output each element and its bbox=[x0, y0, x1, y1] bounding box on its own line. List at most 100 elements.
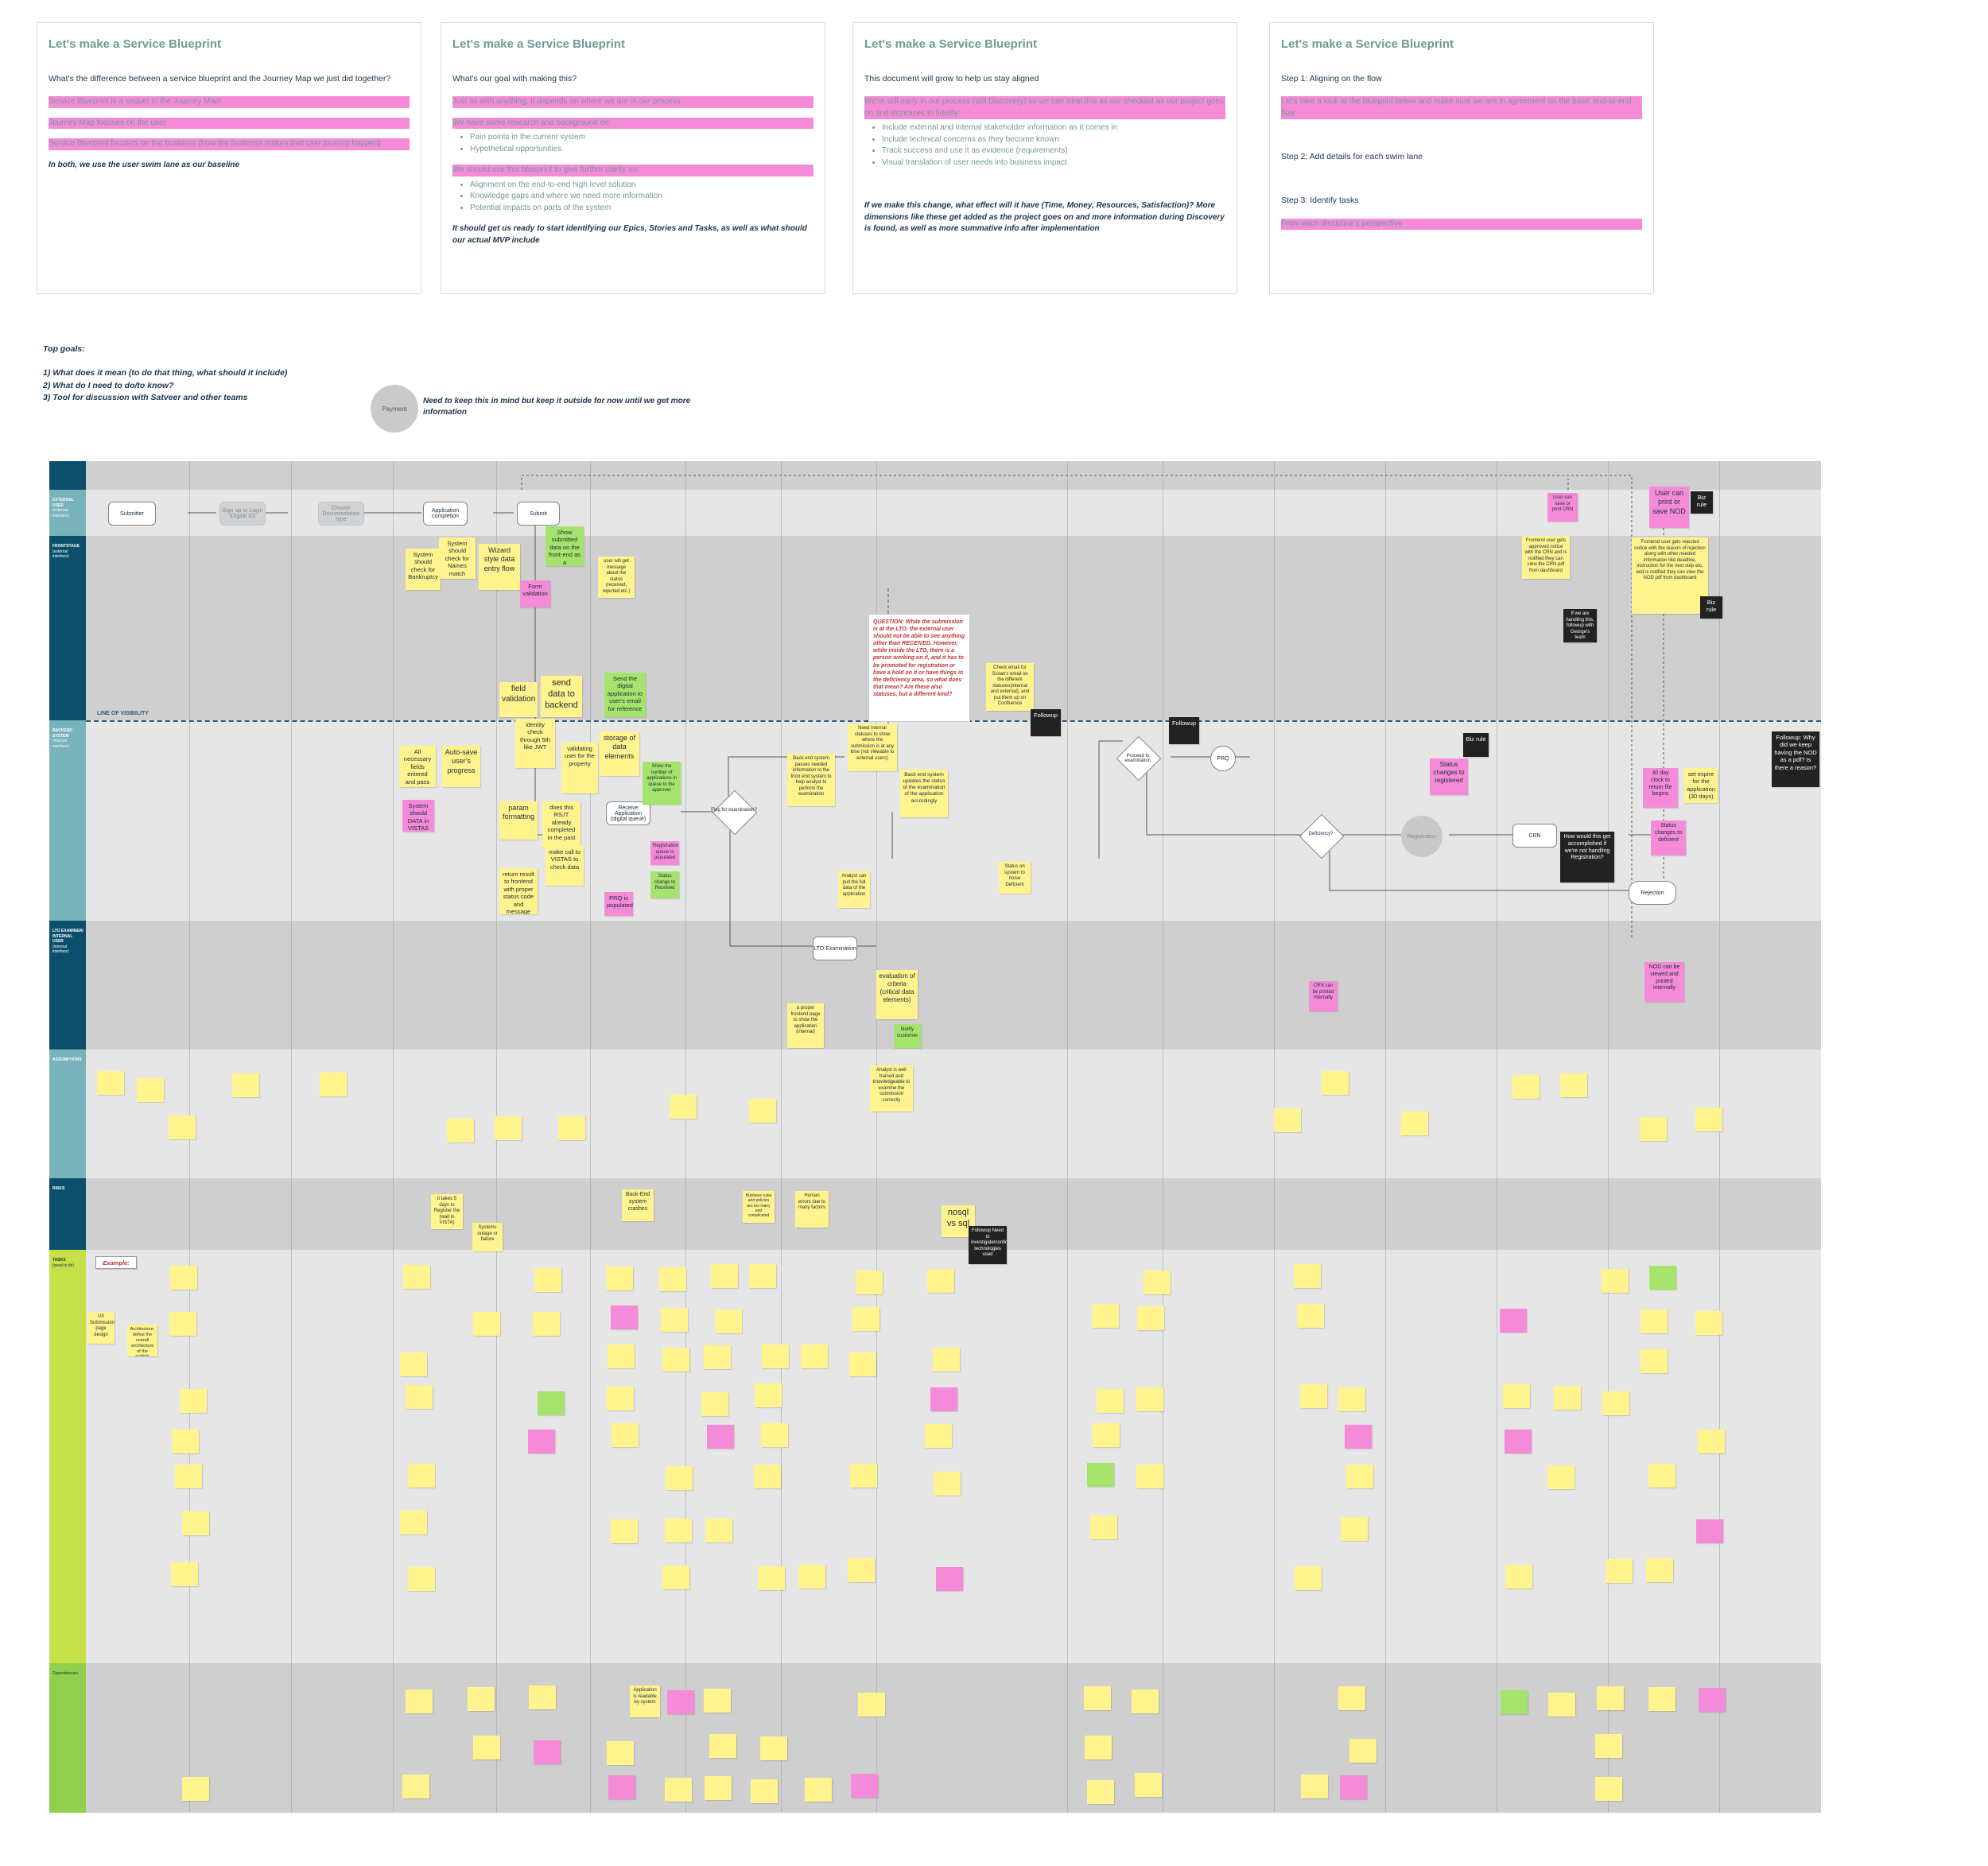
assumption-sticky bbox=[320, 1073, 347, 1096]
task-sticky bbox=[1341, 1517, 1368, 1541]
task-sticky bbox=[665, 1519, 692, 1542]
task-sticky bbox=[1696, 1519, 1723, 1543]
task-sticky bbox=[760, 1736, 787, 1760]
task-sticky bbox=[936, 1567, 963, 1591]
task-sticky bbox=[1698, 1430, 1725, 1453]
task-sticky bbox=[1087, 1463, 1114, 1487]
card-list: Alignment on the end-to-end high level s… bbox=[452, 180, 813, 215]
sticky-note: Back end system passes needed informatio… bbox=[787, 754, 835, 806]
sticky-note: storage of data elements bbox=[600, 731, 639, 776]
task-sticky bbox=[801, 1344, 828, 1368]
sticky-note: Status change to Received bbox=[650, 871, 679, 898]
goal-item: 1) What does it mean (to do that thing, … bbox=[43, 367, 288, 378]
task-sticky bbox=[406, 1385, 433, 1409]
sticky-note: PRQ is populated bbox=[604, 892, 633, 916]
task-sticky bbox=[754, 1464, 781, 1488]
task-sticky bbox=[715, 1309, 742, 1333]
card-title: Let's make a Service Blueprint bbox=[49, 37, 221, 51]
task-sticky bbox=[1547, 1465, 1574, 1489]
task-sticky bbox=[1294, 1264, 1321, 1288]
card-list-item: Track success and use it as evidence (re… bbox=[882, 145, 1225, 157]
flag-decision-label: Flag for examination? bbox=[711, 808, 757, 813]
task-sticky bbox=[1097, 1389, 1124, 1413]
intro-card-1: Let's make a Service Blueprint What's th… bbox=[37, 22, 421, 294]
task-sticky bbox=[169, 1312, 196, 1336]
sticky-note: identity check through 5th like JWT bbox=[515, 719, 555, 768]
task-sticky bbox=[755, 1383, 782, 1407]
task-sticky bbox=[1649, 1266, 1676, 1290]
payment-note: Need to keep this in mind but keep it ou… bbox=[423, 397, 691, 417]
sticky-note: nosql vs sql bbox=[942, 1205, 975, 1237]
sticky-note: Analyst can pull the full data of the ap… bbox=[838, 871, 870, 908]
task-sticky bbox=[665, 1778, 692, 1802]
assumption-sticky bbox=[1695, 1108, 1722, 1131]
sticky-note: System should check for Names match bbox=[439, 537, 476, 579]
task-sticky bbox=[1295, 1566, 1322, 1590]
task-sticky bbox=[1085, 1736, 1112, 1759]
sticky-note: set expire for the application (30 days) bbox=[1684, 768, 1718, 803]
task-sticky bbox=[1548, 1693, 1575, 1717]
task-sticky bbox=[933, 1348, 960, 1371]
card-text: Just as with anything, it depends on whe… bbox=[452, 96, 813, 108]
assumption-sticky bbox=[670, 1095, 697, 1119]
card-text: Service Blueprint is a sequel to the Jou… bbox=[49, 96, 410, 108]
followup-note: Followup Need to investigate/confirm tec… bbox=[969, 1226, 1007, 1264]
task-sticky bbox=[408, 1567, 435, 1591]
sticky-note: Send the digital application to user's e… bbox=[604, 673, 646, 717]
task-sticky bbox=[1093, 1423, 1120, 1447]
task-sticky bbox=[1087, 1780, 1114, 1804]
task-sticky bbox=[805, 1778, 832, 1802]
task-sticky bbox=[403, 1265, 430, 1289]
sticky-note: Status on system to noise Deficient bbox=[999, 862, 1031, 894]
task-sticky bbox=[934, 1472, 961, 1496]
sticky-note: user will get message about the status (… bbox=[598, 557, 635, 598]
choose-doc-node: Choose Documentation type bbox=[318, 502, 364, 526]
sticky-note: Check email for Susan's email on the dif… bbox=[986, 663, 1034, 711]
task-sticky bbox=[1143, 1271, 1171, 1294]
card-lead: Step 1: Aligning on the flow bbox=[1281, 74, 1382, 83]
task-sticky bbox=[1301, 1775, 1328, 1798]
task-sticky bbox=[1606, 1559, 1633, 1583]
task-sticky bbox=[1648, 1464, 1675, 1488]
intro-card-2: Let's make a Service Blueprint What's ou… bbox=[441, 22, 825, 294]
sticky-note: Status changes to deficient bbox=[1651, 820, 1686, 855]
sticky-note: User can print or save NOD bbox=[1649, 487, 1689, 528]
card-lead: Step 3: Identify tasks bbox=[1281, 196, 1359, 206]
sticky-note: Architecture: define the overall archite… bbox=[127, 1325, 157, 1356]
task-sticky bbox=[1135, 1773, 1162, 1797]
intro-card-3: Let's make a Service Blueprint This docu… bbox=[852, 22, 1237, 294]
task-sticky bbox=[1501, 1690, 1528, 1714]
task-sticky bbox=[538, 1391, 565, 1415]
intro-card-4: Let's make a Service Blueprint Step 1: A… bbox=[1269, 22, 1654, 294]
sticky-note: Systems outage or failure bbox=[472, 1223, 503, 1251]
rejection-node: Rejection bbox=[1629, 881, 1676, 905]
task-sticky bbox=[1595, 1734, 1622, 1758]
sticky-note: 30 day clock to return file begins bbox=[1643, 768, 1678, 808]
sticky-note: Registration queue is populated bbox=[650, 841, 679, 865]
signup-node: Sign up or Login (Digital ID) bbox=[219, 502, 266, 526]
task-sticky bbox=[852, 1307, 879, 1331]
task-sticky bbox=[927, 1269, 954, 1293]
task-sticky bbox=[1132, 1689, 1159, 1713]
card-list-item: Include technical concerns as they becom… bbox=[882, 134, 1225, 146]
card-emphasis: It should get us ready to start identify… bbox=[452, 224, 807, 245]
sticky-note: make call to VISTAS to check data bbox=[546, 846, 584, 886]
sticky-note: it takes 5 days to Register the (wait in… bbox=[431, 1194, 463, 1229]
task-sticky bbox=[667, 1690, 694, 1714]
task-sticky bbox=[1597, 1686, 1624, 1710]
card-title: Let's make a Service Blueprint bbox=[1281, 37, 1454, 51]
task-sticky bbox=[705, 1776, 732, 1800]
task-sticky bbox=[707, 1425, 734, 1449]
lane-assumptions: ASSUMPTIONS bbox=[49, 1049, 1821, 1178]
task-sticky bbox=[182, 1511, 209, 1535]
sticky-note: UX Submission page design bbox=[87, 1312, 115, 1344]
task-sticky bbox=[798, 1565, 825, 1589]
sticky-note: evaluation of criteria (critical data el… bbox=[876, 970, 918, 1019]
submitter-node: Submitter bbox=[108, 502, 156, 526]
assumption-sticky bbox=[97, 1071, 124, 1095]
task-sticky bbox=[849, 1352, 876, 1376]
card-lead: Step 2: Add details for each swim lane bbox=[1281, 152, 1423, 162]
sticky-note: Status changes to registered bbox=[1430, 758, 1468, 795]
task-sticky bbox=[1648, 1687, 1675, 1711]
assumption-sticky bbox=[1512, 1075, 1540, 1099]
